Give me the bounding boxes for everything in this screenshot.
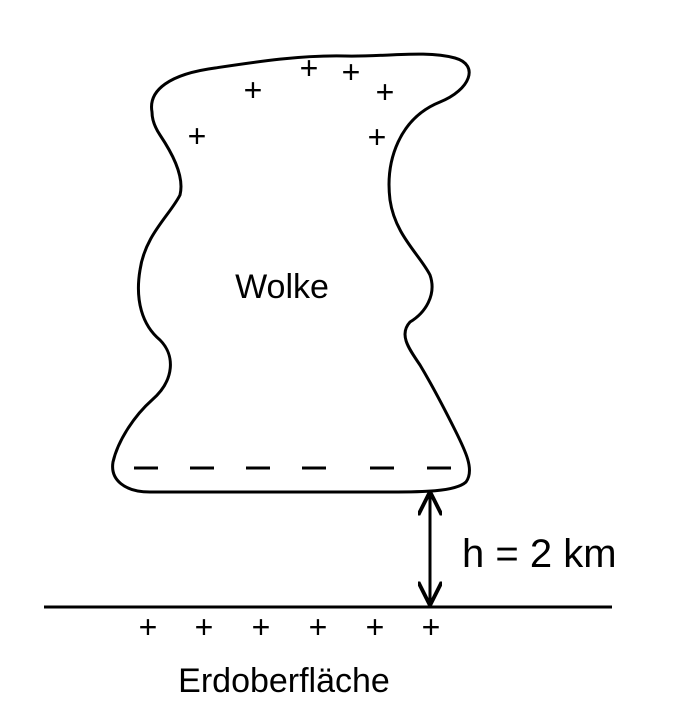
cloud-top-charge: + [244,72,263,108]
cloud-top-charge: + [342,54,361,90]
ground-charge: + [309,609,328,645]
cloud-outline [111,52,471,494]
cloud-top-charge: + [188,118,207,154]
height-label: h = 2 km [462,532,617,576]
cloud-top-charge: + [376,74,395,110]
ground-charge: + [252,609,271,645]
ground-charge: + [422,609,441,645]
ground-charge: + [195,609,214,645]
cloud-top-charge: + [300,50,319,86]
ground-charges: + + + + + + [139,609,441,645]
cloud-top-charge: + [368,119,387,155]
ground-charge: + [366,609,385,645]
ground-label: Erdoberfläche [178,662,390,700]
ground-charge: + [139,609,158,645]
cloud-label: Wolke [235,268,329,306]
cloud-top-charges: + + + + + + [188,50,395,155]
